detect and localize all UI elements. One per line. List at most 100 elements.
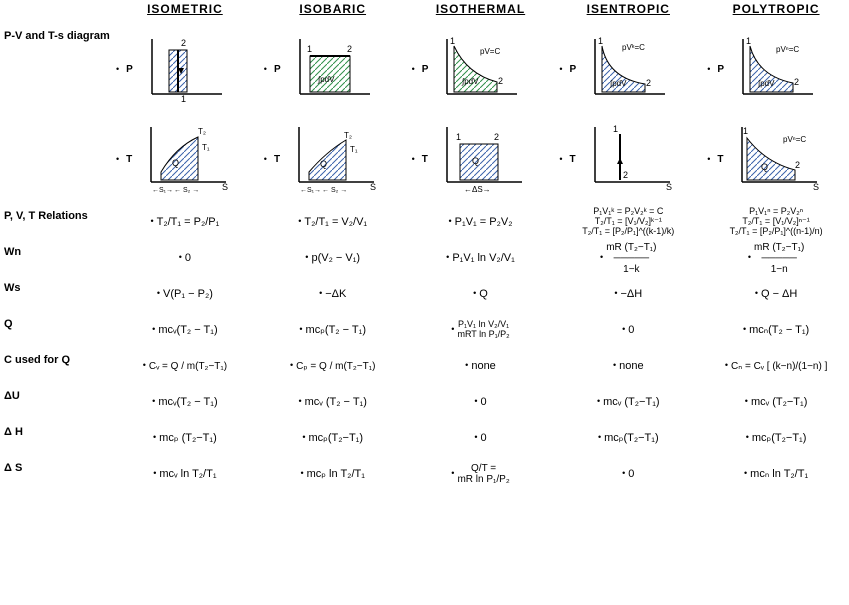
svg-text:1: 1 xyxy=(307,44,312,54)
svg-text:2: 2 xyxy=(347,44,352,54)
cell-dh-polytropic: •mcₚ(T₂−T₁) xyxy=(703,420,849,456)
svg-text:S: S xyxy=(222,182,228,192)
pv-diagram-polytropic: •P 1 2 pVⁿ=C ∫pdV xyxy=(703,24,849,114)
svg-text:pVⁿ=C: pVⁿ=C xyxy=(783,135,806,144)
cell-ds-isometric: •mcᵥ ln T₂/T₁ xyxy=(112,456,258,492)
svg-text:∫pdV: ∫pdV xyxy=(609,79,627,88)
row-head-dh: Δ H xyxy=(0,420,110,456)
cell-wn-polytropic: •mR (T₂−T₁) ───── 1−n xyxy=(703,240,849,276)
cell-ds-isothermal: •Q/T = mR ln P₁/P₂ xyxy=(408,456,554,492)
ts-diagram-isobaric: •T T₂ T₁ Q ←S₁→ ← S₂ → S xyxy=(260,114,406,204)
svg-text:2: 2 xyxy=(795,160,800,170)
svg-text:←ΔS→: ←ΔS→ xyxy=(464,185,491,194)
cell-q-isothermal: •P₁V₁ ln V₂/V₁ mRT ln P₁/P₂ xyxy=(408,312,554,348)
row-head-ts-blank xyxy=(0,114,110,204)
cell-cq-isothermal: •none xyxy=(408,348,554,384)
svg-text:2: 2 xyxy=(498,76,503,86)
cell-pvt-polytropic: P₁V₁ⁿ = P₂V₂ⁿ T₂/T₁ = [V₁/V₂]ⁿ⁻¹ T₂/T₁ =… xyxy=(703,204,849,240)
cell-wn-isentropic: •mR (T₂−T₁) ───── 1−k xyxy=(555,240,701,276)
cell-dh-isothermal: •0 xyxy=(408,420,554,456)
svg-text:∫pdV: ∫pdV xyxy=(757,79,775,88)
svg-text:1: 1 xyxy=(450,36,455,46)
cell-q-isentropic: •0 xyxy=(555,312,701,348)
svg-text:T₁: T₁ xyxy=(202,143,210,152)
svg-text:T₂: T₂ xyxy=(344,131,352,140)
cell-ds-polytropic: •mcₙ ln T₂/T₁ xyxy=(703,456,849,492)
cell-du-isentropic: •mcᵥ (T₂−T₁) xyxy=(555,384,701,420)
svg-text:1: 1 xyxy=(181,94,186,104)
svg-text:←S₁→: ←S₁→ xyxy=(300,187,321,194)
svg-text:∫pdV: ∫pdV xyxy=(317,75,335,84)
col-head-isothermal: ISOTHERMAL xyxy=(408,0,554,24)
svg-text:2: 2 xyxy=(181,38,186,48)
pv-diagram-isentropic: •P 1 2 pVᵏ=C ∫pdV xyxy=(555,24,701,114)
svg-text:S: S xyxy=(370,182,376,192)
cell-q-polytropic: •mcₙ(T₂ − T₁) xyxy=(703,312,849,348)
cell-pvt-isentropic: P₁V₁ᵏ = P₂V₂ᵏ = C T₂/T₁ = [V₁/V₂]ᵏ⁻¹ T₂/… xyxy=(555,204,701,240)
svg-text:2: 2 xyxy=(646,78,651,88)
row-head-ds: Δ S xyxy=(0,456,110,492)
cell-wn-isobaric: •p(V₂ − V₁) xyxy=(260,240,406,276)
thermo-process-table: ISOMETRIC ISOBARIC ISOTHERMAL ISENTROPIC… xyxy=(0,0,849,605)
svg-text:2: 2 xyxy=(623,170,628,180)
ts-diagram-polytropic: •T 1 2 pVⁿ=C Q S xyxy=(703,114,849,204)
col-head-polytropic: POLYTROPIC xyxy=(703,0,849,24)
svg-text:∫pdV: ∫pdV xyxy=(461,77,479,86)
cell-pvt-isobaric: •T₂/T₁ = V₂/V₁ xyxy=(260,204,406,240)
svg-text:T₂: T₂ xyxy=(198,127,206,136)
svg-text:S: S xyxy=(813,182,819,192)
pv-diagram-isometric: •P 2 1 xyxy=(112,24,258,114)
cell-cq-isometric: •Cᵥ = Q / m(T₂−T₁) xyxy=(112,348,258,384)
cell-dh-isobaric: •mcₚ(T₂−T₁) xyxy=(260,420,406,456)
cell-ws-isentropic: •−ΔH xyxy=(555,276,701,312)
cell-du-isobaric: •mcᵥ (T₂ − T₁) xyxy=(260,384,406,420)
row-head-wn: Wn xyxy=(0,240,110,276)
svg-text:T₁: T₁ xyxy=(350,145,358,154)
pv-diagram-isothermal: •P 1 2 pV=C ∫pdV xyxy=(408,24,554,114)
svg-text:Q: Q xyxy=(761,162,768,172)
cell-cq-isobaric: •Cₚ = Q / m(T₂−T₁) xyxy=(260,348,406,384)
cell-ds-isentropic: •0 xyxy=(555,456,701,492)
svg-text:←S₁→: ←S₁→ xyxy=(152,187,173,194)
cell-ws-polytropic: •Q − ΔH xyxy=(703,276,849,312)
cell-du-isothermal: •0 xyxy=(408,384,554,420)
svg-text:← S₂ →: ← S₂ → xyxy=(322,187,347,194)
svg-text:1: 1 xyxy=(598,36,603,46)
cell-wn-isothermal: •P₁V₁ ln V₂/V₁ xyxy=(408,240,554,276)
cell-ws-isobaric: •−ΔK xyxy=(260,276,406,312)
svg-text:← S₂ →: ← S₂ → xyxy=(174,187,199,194)
row-head-du: ΔU xyxy=(0,384,110,420)
svg-text:1: 1 xyxy=(613,124,618,134)
row-head-pv-ts: P-V and T-s diagram xyxy=(0,24,110,114)
cell-ws-isothermal: •Q xyxy=(408,276,554,312)
svg-text:pVⁿ=C: pVⁿ=C xyxy=(776,45,799,54)
col-head-isentropic: ISENTROPIC xyxy=(555,0,701,24)
svg-text:1: 1 xyxy=(746,36,751,46)
svg-text:pV=C: pV=C xyxy=(480,47,500,56)
cell-pvt-isothermal: •P₁V₁ = P₂V₂ xyxy=(408,204,554,240)
col-head-isobaric: ISOBARIC xyxy=(260,0,406,24)
cell-du-polytropic: •mcᵥ (T₂−T₁) xyxy=(703,384,849,420)
row-head-cq: C used for Q xyxy=(0,348,110,384)
cell-q-isobaric: •mcₚ(T₂ − T₁) xyxy=(260,312,406,348)
svg-text:Q: Q xyxy=(320,159,327,169)
cell-dh-isentropic: •mcₚ(T₂−T₁) xyxy=(555,420,701,456)
svg-text:1: 1 xyxy=(456,132,461,142)
svg-text:Q: Q xyxy=(472,156,479,166)
svg-text:pVᵏ=C: pVᵏ=C xyxy=(622,43,645,52)
ts-diagram-isothermal: •T 1 2 Q ←ΔS→ xyxy=(408,114,554,204)
svg-text:Q: Q xyxy=(172,158,179,168)
svg-text:1: 1 xyxy=(743,126,748,136)
cell-cq-polytropic: •Cₙ = Cᵥ [ (k−n)/(1−n) ] xyxy=(703,348,849,384)
cell-ws-isometric: •V(P₁ − P₂) xyxy=(112,276,258,312)
cell-wn-isometric: •0 xyxy=(112,240,258,276)
svg-text:S: S xyxy=(666,182,672,192)
cell-du-isometric: •mcᵥ(T₂ − T₁) xyxy=(112,384,258,420)
col-head-isometric: ISOMETRIC xyxy=(112,0,258,24)
cell-cq-isentropic: •none xyxy=(555,348,701,384)
svg-text:2: 2 xyxy=(494,132,499,142)
cell-pvt-isometric: •T₂/T₁ = P₂/P₁ xyxy=(112,204,258,240)
cell-dh-isometric: •mcₚ (T₂−T₁) xyxy=(112,420,258,456)
ts-diagram-isentropic: •T 1 2 S xyxy=(555,114,701,204)
corner-cell xyxy=(0,0,110,24)
